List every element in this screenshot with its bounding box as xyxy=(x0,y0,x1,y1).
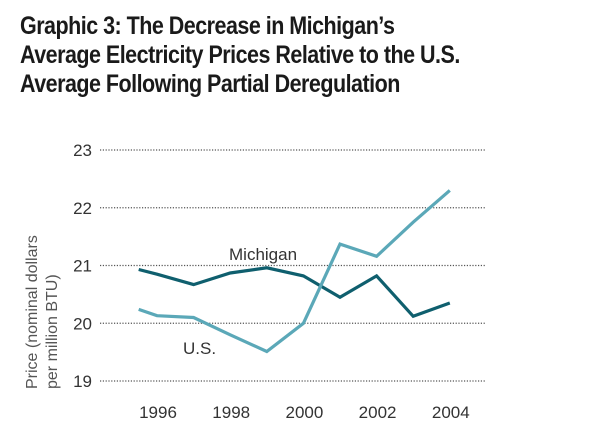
series-line-us xyxy=(138,189,451,354)
y-axis-label-line-1: Price (nominal dollars xyxy=(24,235,41,389)
y-tick-label: 19 xyxy=(73,372,92,391)
x-tick-label: 1998 xyxy=(212,403,250,422)
chart-title: Graphic 3: The Decrease in Michigan’s Av… xyxy=(20,12,519,99)
gridlines xyxy=(100,149,486,382)
y-tick-label: 20 xyxy=(73,314,92,333)
y-tick-label: 23 xyxy=(73,141,92,160)
y-tick-labels: 19 20 21 22 23 xyxy=(73,141,92,391)
series-label-us: U.S. xyxy=(183,339,216,358)
x-tick-labels: 1996 1998 2000 2002 2004 xyxy=(139,403,470,422)
title-line-3: Average Following Partial Deregulation xyxy=(20,70,400,98)
series-line-michigan xyxy=(138,266,451,319)
series-label-michigan: Michigan xyxy=(229,245,297,264)
y-tick-label: 22 xyxy=(73,199,92,218)
y-axis-label-line-2: per million BTU) xyxy=(44,274,61,389)
x-tick-label: 2002 xyxy=(359,403,397,422)
x-tick-label: 1996 xyxy=(139,403,177,422)
y-tick-label: 21 xyxy=(73,257,92,276)
title-line-1: Graphic 3: The Decrease in Michigan’s xyxy=(20,12,395,40)
series-lines xyxy=(138,189,451,354)
x-tick-label: 2004 xyxy=(432,403,470,422)
x-tick-label: 2000 xyxy=(285,403,323,422)
title-line-2: Average Electricity Prices Relative to t… xyxy=(20,41,460,69)
